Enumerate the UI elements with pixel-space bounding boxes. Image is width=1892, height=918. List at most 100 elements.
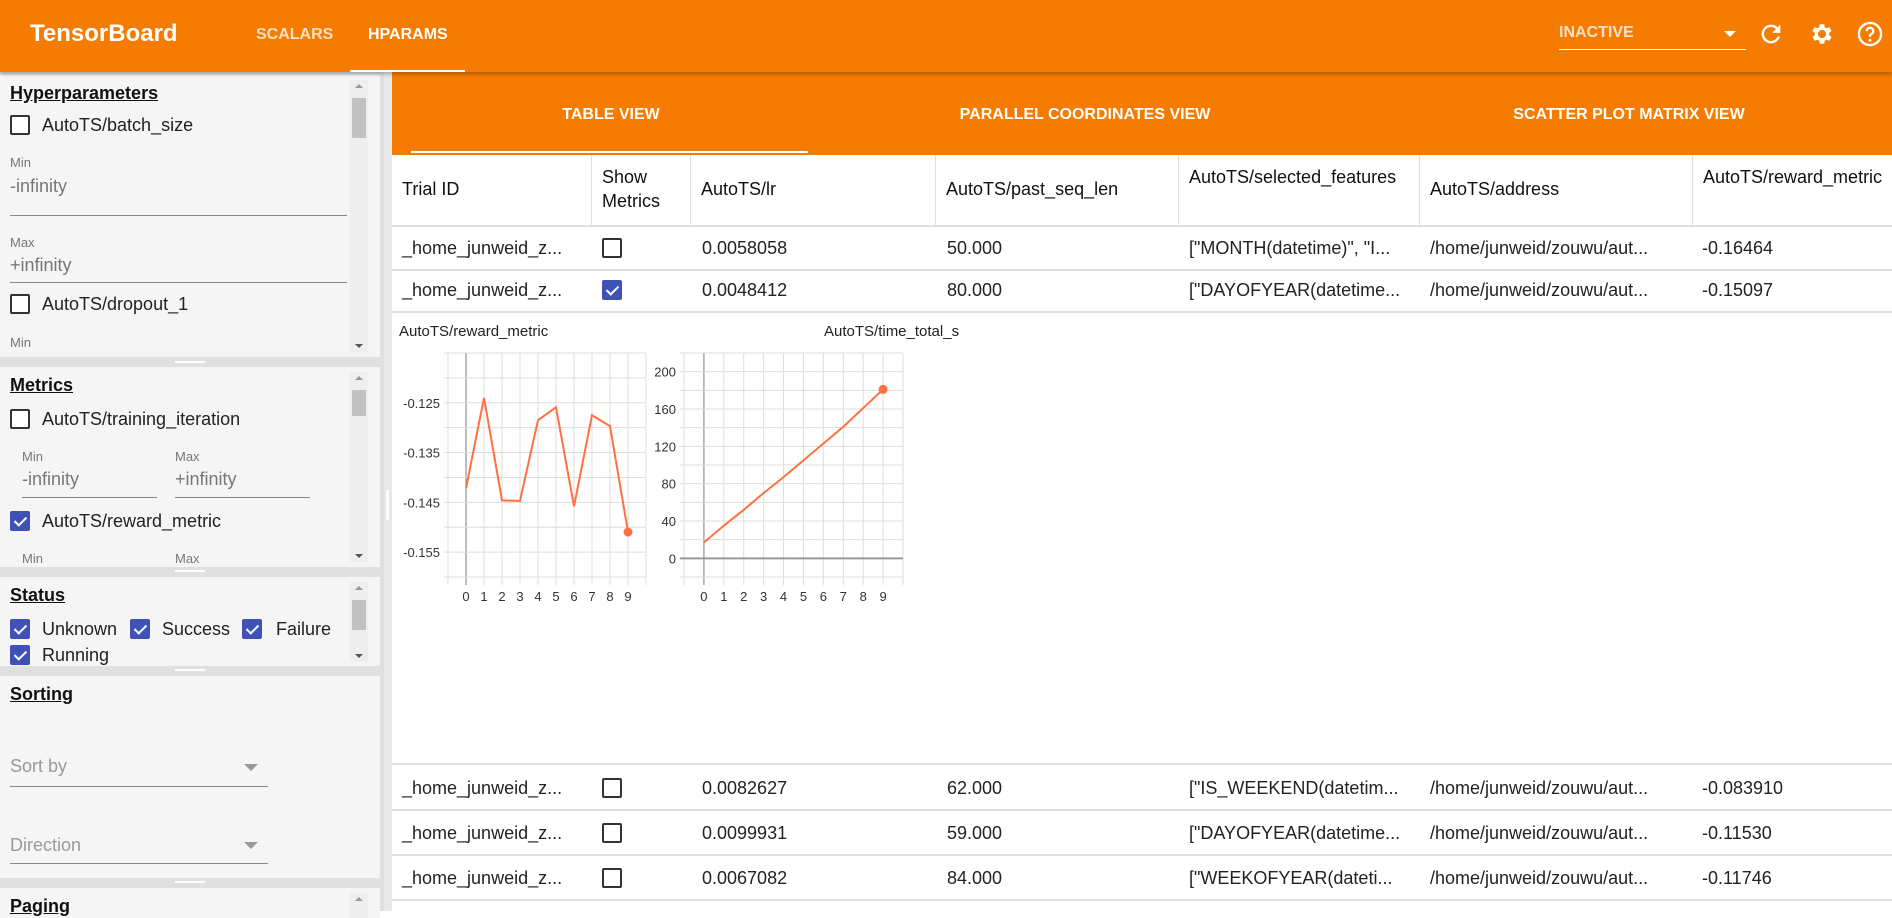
column-header-address[interactable]: AutoTS/address <box>1419 155 1692 225</box>
show-metrics-checkbox[interactable] <box>602 778 622 798</box>
lr-cell: 0.0067082 <box>702 868 788 888</box>
y-tick-label: 120 <box>654 439 676 454</box>
column-header-reward-metric[interactable]: AutoTS/reward_metric <box>1692 155 1892 225</box>
min-input[interactable]: -infinity <box>22 469 80 489</box>
sidebar-resizer[interactable] <box>384 72 392 911</box>
status-label: Running <box>42 645 110 665</box>
status-label: Unknown <box>42 619 118 639</box>
view-tabs: TABLE VIEW PARALLEL COORDINATES VIEW SCA… <box>392 72 1892 155</box>
show-metrics-checkbox[interactable] <box>602 823 622 843</box>
scrollbar[interactable] <box>350 80 368 352</box>
x-tick-label: 7 <box>588 589 595 604</box>
min-label: Min <box>10 155 31 170</box>
resize-handle[interactable] <box>175 669 205 671</box>
input-underline <box>10 282 347 283</box>
help-icon[interactable] <box>1856 20 1884 48</box>
tab-scatter-plot-matrix-view[interactable]: SCATTER PLOT MATRIX VIEW <box>1513 106 1745 123</box>
x-tick-label: 4 <box>780 589 787 604</box>
tab-parallel-coordinates-view[interactable]: PARALLEL COORDINATES VIEW <box>959 106 1211 123</box>
address-cell: /home/junweid/zouwu/aut... <box>1430 238 1649 258</box>
column-header-trial-id[interactable]: Trial ID <box>402 179 460 199</box>
checkbox-running[interactable] <box>10 645 30 665</box>
sort-by-select[interactable]: Sort by <box>10 756 68 776</box>
show-metrics-checkbox[interactable] <box>602 868 622 888</box>
show-metrics-checkbox[interactable] <box>602 280 622 300</box>
min-label: Min <box>22 449 43 464</box>
app-logo: TensorBoard <box>30 20 178 47</box>
metric-label: AutoTS/training_iteration <box>42 409 241 429</box>
lr-cell: 0.0082627 <box>702 778 788 798</box>
dropdown-arrow-icon <box>1724 31 1736 37</box>
y-tick-label: 200 <box>654 365 676 380</box>
x-tick-label: 6 <box>570 589 577 604</box>
panel-title: Hyperparameters <box>10 83 159 103</box>
column-header-show-metrics[interactable]: Show Metrics <box>591 155 690 225</box>
past-seq-len-cell: 62.000 <box>947 778 1003 798</box>
max-input[interactable]: +infinity <box>10 255 72 275</box>
checkbox-unknown[interactable] <box>10 619 30 639</box>
active-subtab-indicator <box>411 151 808 153</box>
x-tick-label: 2 <box>498 589 505 604</box>
dropdown-arrow-icon <box>244 842 258 849</box>
table-row: _home_junweid_z... 0.0048412 80.000 ["DAYOF… <box>392 269 1892 313</box>
scrollbar[interactable] <box>350 893 368 918</box>
column-header-selected-features[interactable]: AutoTS/selected_features <box>1178 155 1419 225</box>
checkbox-dropout-1[interactable] <box>10 294 30 314</box>
metric-label: AutoTS/reward_metric <box>42 511 222 531</box>
checkbox-training-iteration[interactable] <box>10 409 30 429</box>
input-underline <box>22 497 157 498</box>
settings-icon[interactable] <box>1808 20 1836 48</box>
reward-metric-cell: -0.11530 <box>1702 823 1772 843</box>
checkbox-success[interactable] <box>130 619 150 639</box>
status-label: Failure <box>276 619 332 639</box>
show-metrics-checkbox[interactable] <box>602 238 622 258</box>
resize-handle[interactable] <box>175 881 205 883</box>
column-header-past-seq-len[interactable]: AutoTS/past_seq_len <box>935 155 1178 225</box>
panel-title: Status <box>10 585 66 605</box>
resize-handle[interactable] <box>175 570 205 572</box>
x-tick-label: 1 <box>480 589 487 604</box>
reward-metric-cell: -0.083910 <box>1702 778 1784 798</box>
selected-features-cell: ["IS_WEEKEND(datetim... <box>1189 778 1399 798</box>
table-header: Trial ID Show Metrics AutoTS/lr AutoTS/p… <box>392 155 1892 227</box>
trial-id-cell: _home_junweid_z... <box>402 823 563 843</box>
chart-title: AutoTS/reward_metric <box>399 323 549 340</box>
trial-id-cell: _home_junweid_z... <box>402 280 563 300</box>
metrics-panel: Metrics AutoTS/training_iteration Min Ma… <box>0 367 380 567</box>
hyperparameters-panel: Hyperparameters AutoTS/batch_size Min -i… <box>0 75 380 357</box>
x-tick-label: 3 <box>516 589 523 604</box>
max-input[interactable]: +infinity <box>175 469 237 489</box>
tab-scalars[interactable]: SCALARS <box>256 26 334 43</box>
checkbox-reward-metric[interactable] <box>10 511 30 531</box>
checkbox-failure[interactable] <box>242 619 262 639</box>
direction-select[interactable]: Direction <box>10 835 82 855</box>
past-seq-len-cell: 50.000 <box>947 238 1003 258</box>
max-label: Max <box>10 235 35 250</box>
paging-panel: Paging <box>0 888 380 918</box>
select-value: INACTIVE <box>1559 24 1634 41</box>
series-line <box>703 388 884 544</box>
min-input[interactable]: -infinity <box>10 176 68 196</box>
scrollbar[interactable] <box>350 582 368 662</box>
y-tick-label: -0.135 <box>403 446 440 461</box>
checkbox-batch-size[interactable] <box>10 115 30 135</box>
top-app-bar: TensorBoard SCALARS HPARAMS INACTIVE <box>0 0 1892 72</box>
data-point <box>878 384 888 394</box>
select-underline <box>10 863 268 864</box>
select-underline <box>10 786 268 787</box>
inactive-plugins-select[interactable]: INACTIVE <box>1559 20 1746 50</box>
past-seq-len-cell: 84.000 <box>947 868 1003 888</box>
resize-handle[interactable] <box>175 361 205 363</box>
min-label: Min <box>10 335 31 350</box>
hparam-label: AutoTS/dropout_1 <box>42 294 189 314</box>
tab-hparams[interactable]: HPARAMS <box>368 26 448 43</box>
x-tick-label: 0 <box>700 589 707 604</box>
tab-table-view[interactable]: TABLE VIEW <box>562 106 660 123</box>
refresh-icon[interactable] <box>1757 20 1785 48</box>
reward-metric-cell: -0.15097 <box>1702 280 1774 300</box>
column-header-lr[interactable]: AutoTS/lr <box>690 155 935 225</box>
scrollbar[interactable] <box>350 372 368 562</box>
trial-id-cell: _home_junweid_z... <box>402 238 563 258</box>
active-tab-indicator <box>350 70 465 72</box>
